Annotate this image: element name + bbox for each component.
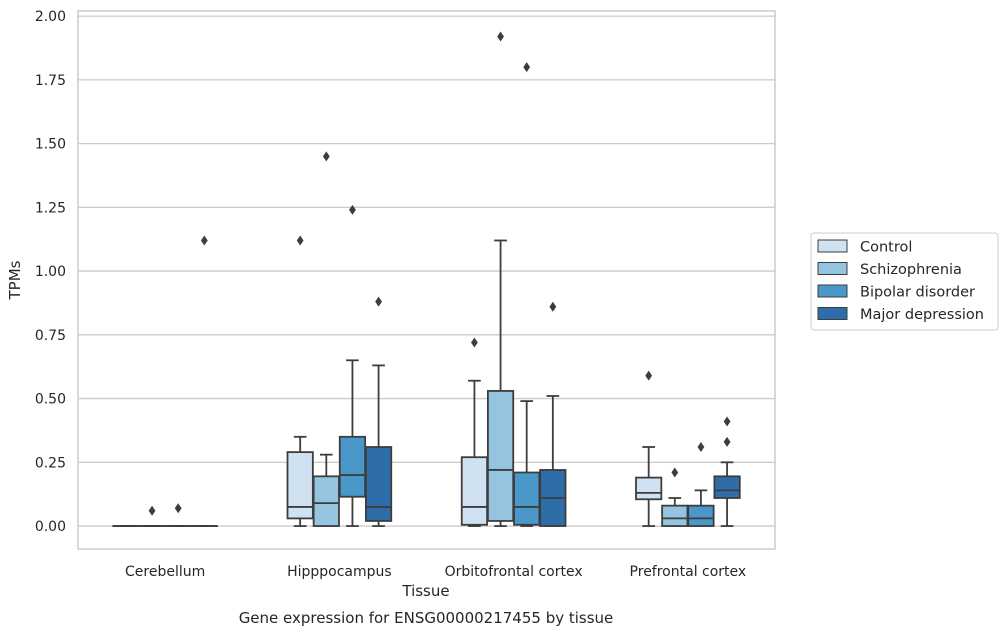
outlier-point — [148, 505, 156, 516]
box-groups — [112, 31, 741, 527]
box-schizophrenia — [138, 505, 166, 527]
outlier-point — [471, 337, 478, 348]
outlier-point — [322, 151, 330, 162]
legend-label: Bipolar disorder — [860, 285, 975, 301]
box-bipolar-disorder — [687, 442, 715, 527]
legend: Control Schizophrenia Bipolar disorder Majo… — [810, 232, 999, 331]
y-tick-label: 1.25 — [35, 200, 66, 216]
y-tick-label: 0.00 — [35, 519, 66, 535]
y-tick-label: 0.50 — [35, 392, 66, 408]
plot-frame — [77, 10, 776, 550]
legend-label: Major depression — [860, 307, 984, 323]
y-tick-label: 1.50 — [35, 137, 66, 153]
box — [286, 451, 314, 520]
outlier-point — [645, 370, 653, 381]
y-tick-label: 0.25 — [35, 455, 66, 471]
box-schizophrenia — [486, 31, 515, 527]
box-control — [286, 235, 314, 527]
x-tick-label: Orbitofrontal cortex — [445, 564, 583, 580]
outlier-point — [375, 296, 382, 307]
box-schizophrenia — [312, 151, 340, 527]
legend-swatch — [817, 262, 848, 275]
box-bipolar-disorder — [164, 503, 192, 527]
legend-label: Schizophrenia — [860, 262, 962, 278]
box-major-depression — [539, 301, 567, 527]
box — [635, 476, 663, 501]
outlier-point — [723, 416, 731, 427]
box — [365, 446, 393, 522]
box-major-depression — [190, 235, 218, 527]
outlier-point — [349, 204, 356, 215]
box — [713, 475, 741, 499]
box — [661, 504, 689, 527]
box-major-depression — [713, 416, 741, 527]
box-control — [635, 370, 663, 527]
x-tick-label: Prefrontal cortex — [630, 564, 747, 580]
y-tick-labels: 0.00 0.25 0.50 0.75 1.00 1.25 1.50 1.75 2.00 — [35, 9, 66, 535]
legend-swatch — [817, 307, 848, 320]
outlier-point — [671, 467, 679, 478]
outlier-point — [174, 503, 182, 514]
box — [312, 475, 340, 527]
box — [486, 390, 515, 522]
x-tick-labels: Cerebellum Hipppocampus Orbitofrontal cort… — [125, 564, 746, 580]
outlier-point — [723, 436, 731, 447]
box — [513, 471, 541, 526]
y-tick-label: 0.75 — [35, 328, 66, 344]
outlier-point — [296, 235, 304, 246]
y-axis-label: TPMs — [6, 260, 24, 300]
x-axis-label: Tissue — [401, 582, 449, 600]
outlier-point — [200, 235, 208, 246]
y-tick-label: 1.75 — [35, 73, 66, 89]
legend-swatch — [817, 284, 848, 298]
box — [338, 435, 367, 498]
box-major-depression — [365, 296, 393, 527]
x-tick-label: Cerebellum — [125, 564, 205, 580]
gridlines — [78, 15, 775, 527]
legend-swatch — [817, 239, 848, 253]
x-tick-label: Hipppocampus — [287, 564, 392, 580]
box — [460, 456, 488, 526]
legend-frame — [810, 232, 999, 331]
chart-title: Gene expression for ENSG00000217455 by t… — [239, 609, 614, 627]
box — [687, 504, 715, 527]
outlier-point — [523, 62, 531, 73]
outlier-point — [497, 31, 504, 42]
outlier-point — [549, 301, 557, 312]
box-control — [460, 337, 488, 527]
y-tick-label: 1.00 — [35, 264, 66, 280]
plot-background — [78, 11, 775, 549]
y-tick-label: 2.00 — [35, 9, 66, 25]
legend-label: Control — [860, 240, 912, 256]
outlier-point — [697, 442, 705, 453]
